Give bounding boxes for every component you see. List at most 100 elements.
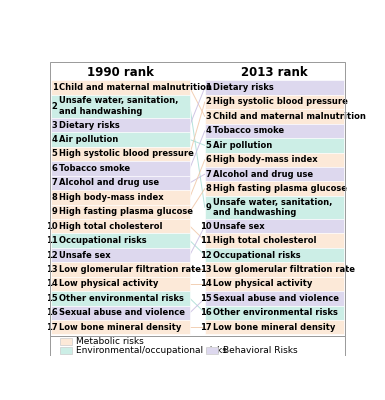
- Text: Sexual abuse and violence: Sexual abuse and violence: [59, 308, 186, 317]
- Text: 7: 7: [52, 178, 58, 187]
- Text: 16: 16: [199, 308, 211, 317]
- Bar: [205, 248, 343, 262]
- Text: Other environmental risks: Other environmental risks: [59, 294, 184, 303]
- Text: Low glomerular filtration rate: Low glomerular filtration rate: [213, 265, 355, 274]
- Text: High systolic blood pressure: High systolic blood pressure: [213, 98, 348, 106]
- Text: 1990 rank: 1990 rank: [87, 66, 154, 79]
- Text: Environmental/occupational risks: Environmental/occupational risks: [77, 346, 228, 355]
- Bar: [205, 306, 343, 320]
- Text: Unsafe water, sanitation,
and handwashing: Unsafe water, sanitation, and handwashin…: [213, 198, 333, 217]
- Bar: [205, 138, 343, 152]
- Text: Metabolic risks: Metabolic risks: [77, 337, 144, 346]
- Text: Air pollution: Air pollution: [213, 141, 272, 150]
- Text: 15: 15: [199, 294, 211, 303]
- Text: Unsafe water, sanitation,
and handwashing: Unsafe water, sanitation, and handwashin…: [59, 96, 179, 116]
- Bar: [205, 167, 343, 182]
- Text: 4: 4: [52, 135, 58, 144]
- Text: 10: 10: [200, 222, 211, 231]
- Text: Sexual abuse and violence: Sexual abuse and violence: [213, 294, 339, 303]
- Bar: [51, 233, 190, 248]
- Text: 12: 12: [46, 250, 58, 260]
- Bar: [205, 95, 343, 109]
- Bar: [51, 132, 190, 147]
- Text: 5: 5: [52, 150, 58, 158]
- Bar: [51, 219, 190, 233]
- Text: 7: 7: [206, 170, 211, 179]
- Bar: [51, 320, 190, 334]
- Text: High fasting plasma glucose: High fasting plasma glucose: [59, 207, 194, 216]
- Text: 15: 15: [46, 294, 58, 303]
- Bar: [205, 233, 343, 248]
- Text: 2013 rank: 2013 rank: [241, 66, 308, 79]
- Text: Low physical activity: Low physical activity: [59, 280, 159, 288]
- Text: Tobacco smoke: Tobacco smoke: [213, 126, 284, 135]
- Text: 9: 9: [52, 207, 58, 216]
- Text: Child and maternal malnutrition: Child and maternal malnutrition: [59, 83, 213, 92]
- Text: Other environmental risks: Other environmental risks: [213, 308, 338, 317]
- Bar: [51, 161, 190, 176]
- Text: 2: 2: [52, 102, 58, 111]
- Bar: [60, 347, 72, 354]
- Bar: [51, 80, 190, 95]
- Text: 12: 12: [199, 250, 211, 260]
- Bar: [51, 95, 190, 118]
- Text: Child and maternal malnutrition: Child and maternal malnutrition: [213, 112, 366, 121]
- Text: 6: 6: [52, 164, 58, 173]
- Bar: [205, 124, 343, 138]
- FancyBboxPatch shape: [50, 336, 345, 356]
- Bar: [60, 338, 72, 345]
- Text: 8: 8: [206, 184, 211, 193]
- Text: Alcohol and drug use: Alcohol and drug use: [213, 170, 313, 179]
- Bar: [205, 182, 343, 196]
- Text: 3: 3: [52, 120, 58, 130]
- Text: Dietary risks: Dietary risks: [213, 83, 274, 92]
- Text: Low bone mineral density: Low bone mineral density: [59, 323, 182, 332]
- Text: High body-mass index: High body-mass index: [213, 155, 318, 164]
- Text: Occupational risks: Occupational risks: [59, 236, 147, 245]
- Text: High total cholesterol: High total cholesterol: [59, 222, 163, 231]
- Text: Dietary risks: Dietary risks: [59, 120, 120, 130]
- Bar: [51, 204, 190, 219]
- Bar: [51, 248, 190, 262]
- Text: 17: 17: [200, 323, 211, 332]
- Bar: [205, 262, 343, 277]
- Bar: [51, 176, 190, 190]
- Bar: [51, 262, 190, 277]
- Bar: [205, 277, 343, 291]
- Text: Tobacco smoke: Tobacco smoke: [59, 164, 131, 173]
- Bar: [51, 306, 190, 320]
- Text: High total cholesterol: High total cholesterol: [213, 236, 316, 245]
- Text: 16: 16: [46, 308, 58, 317]
- Text: Behavioral Risks: Behavioral Risks: [223, 346, 297, 355]
- Text: Unsafe sex: Unsafe sex: [213, 222, 265, 231]
- Text: 11: 11: [199, 236, 211, 245]
- Text: 3: 3: [206, 112, 211, 121]
- Text: 14: 14: [199, 280, 211, 288]
- Bar: [51, 190, 190, 204]
- Bar: [205, 109, 343, 124]
- Text: 8: 8: [52, 193, 58, 202]
- Text: 2: 2: [206, 98, 211, 106]
- Text: 6: 6: [206, 155, 211, 164]
- Text: 11: 11: [46, 236, 58, 245]
- Bar: [205, 152, 343, 167]
- Text: 10: 10: [46, 222, 58, 231]
- Bar: [205, 291, 343, 306]
- Text: 9: 9: [206, 203, 211, 212]
- Text: 17: 17: [46, 323, 58, 332]
- Bar: [205, 80, 343, 95]
- Text: Low physical activity: Low physical activity: [213, 280, 313, 288]
- Text: High fasting plasma glucose: High fasting plasma glucose: [213, 184, 347, 193]
- Bar: [206, 347, 218, 354]
- Bar: [205, 196, 343, 219]
- Text: 4: 4: [206, 126, 211, 135]
- Text: Unsafe sex: Unsafe sex: [59, 250, 111, 260]
- Text: High systolic blood pressure: High systolic blood pressure: [59, 150, 194, 158]
- Text: 5: 5: [206, 141, 211, 150]
- Bar: [51, 277, 190, 291]
- Bar: [51, 147, 190, 161]
- Text: 13: 13: [200, 265, 211, 274]
- Bar: [205, 320, 343, 334]
- Text: 13: 13: [46, 265, 58, 274]
- Text: 1: 1: [52, 83, 58, 92]
